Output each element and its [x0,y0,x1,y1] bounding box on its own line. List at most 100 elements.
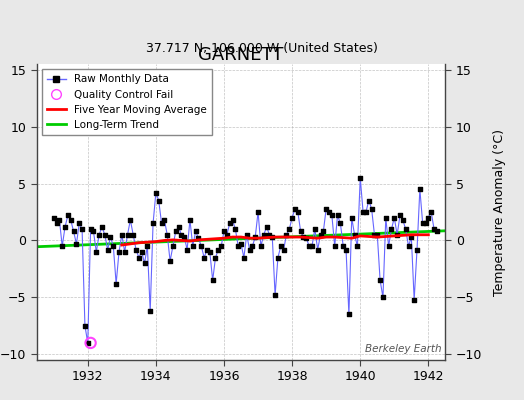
Point [205,249,214,255]
Point [132,246,140,253]
Point [189,243,197,249]
Point [115,249,123,255]
Point [305,243,313,249]
Point [367,205,376,212]
Y-axis label: Temperature Anomaly (°C): Temperature Anomaly (°C) [493,128,506,296]
Point [282,232,291,238]
Point [268,234,277,240]
Point [285,226,293,232]
Point [297,228,305,234]
Point [185,217,194,223]
Point [200,254,209,261]
Point [78,226,86,232]
Point [299,234,308,240]
Point [151,190,160,196]
Point [336,220,345,226]
Point [220,228,228,234]
Point [183,246,191,253]
Point [149,220,157,226]
Point [211,254,220,261]
Point [416,186,424,192]
Point [67,217,75,223]
Point [433,228,441,234]
Point [263,224,271,230]
Point [157,220,166,226]
Point [129,232,137,238]
Point [191,228,200,234]
Point [288,214,296,221]
Point [279,246,288,253]
Point [328,212,336,219]
Point [166,258,174,264]
Point [311,226,319,232]
Point [239,254,248,261]
Point [123,232,132,238]
Point [356,175,365,181]
Point [69,228,78,234]
Point [194,235,203,241]
Point [81,323,89,329]
Point [387,226,396,232]
Point [351,232,359,238]
Text: Berkeley Earth: Berkeley Earth [365,344,441,354]
Point [137,249,146,255]
Point [180,234,189,240]
Point [421,220,430,226]
Point [126,217,135,223]
Point [271,292,279,298]
Point [393,232,401,238]
Point [291,205,299,212]
Point [345,311,353,318]
Point [379,294,387,300]
Point [365,198,373,204]
Point [385,243,393,249]
Point [313,246,322,253]
Point [143,243,151,249]
Point [160,217,169,223]
Point [231,226,239,232]
Point [419,220,427,226]
Point [277,243,285,249]
Point [135,254,143,261]
Point [359,209,367,215]
Point [171,228,180,234]
Point [325,209,333,215]
Point [98,224,106,230]
Point [169,243,177,249]
Point [381,214,390,221]
Point [362,209,370,215]
Point [72,241,81,247]
Point [399,217,407,223]
Point [243,232,251,238]
Point [413,246,421,253]
Point [316,232,325,238]
Point [214,246,223,253]
Point [265,232,274,238]
Point [95,232,103,238]
Point [203,246,211,253]
Point [254,209,262,215]
Point [405,243,413,249]
Point [118,232,126,238]
Point [52,220,61,226]
Point [234,243,243,249]
Point [396,212,404,219]
Point [308,243,316,249]
Point [347,214,356,221]
Point [112,280,121,287]
Point [237,241,245,247]
Point [140,260,149,266]
Point [427,209,435,215]
Point [401,226,410,232]
Point [109,243,117,249]
Point [353,243,362,249]
Point [339,243,347,249]
Point [209,277,217,284]
Point [248,243,257,249]
Point [245,246,254,253]
Point [177,232,185,238]
Point [89,228,97,234]
Point [407,234,416,240]
Point [86,340,95,346]
Point [228,217,237,223]
